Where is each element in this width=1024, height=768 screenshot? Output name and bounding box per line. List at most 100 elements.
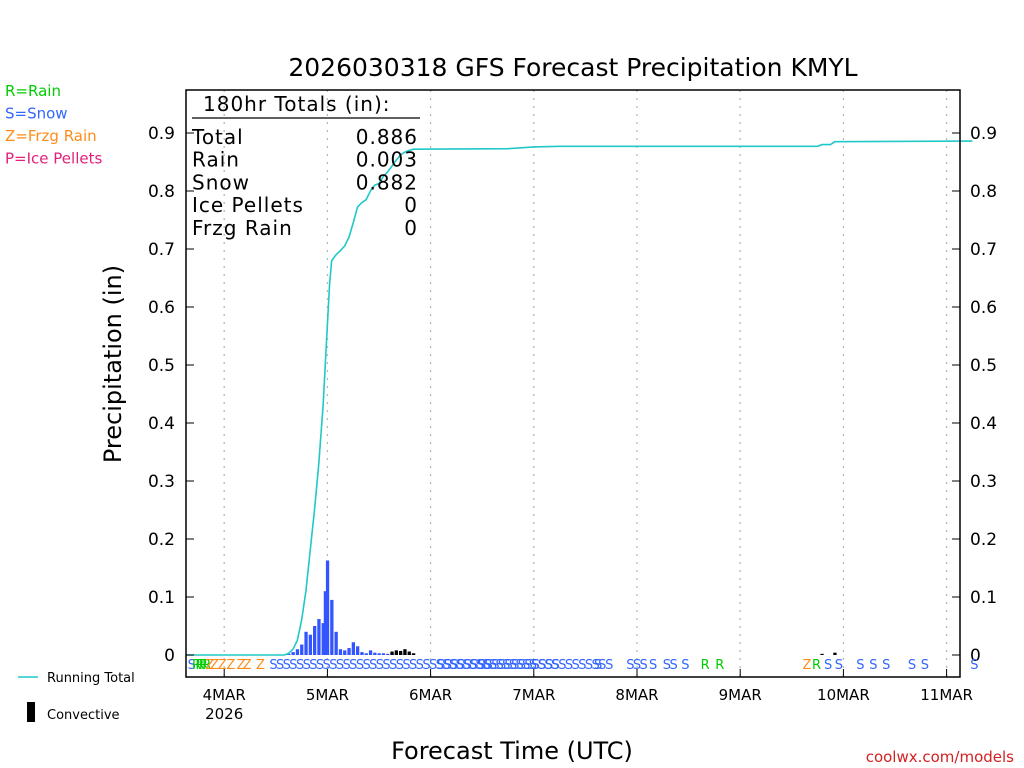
- precip-type-marker: SSSSSSSS: [437, 658, 492, 673]
- precip-type-marker: S: [921, 658, 929, 673]
- snow-bar: [364, 653, 368, 655]
- y-tick-label-right: 0.5: [970, 356, 997, 376]
- convective-bar: [390, 651, 394, 655]
- x-tick-label: 11MAR: [920, 686, 973, 704]
- series-legend: Running Total Convective: [18, 671, 135, 723]
- totals-heading: 180hr Totals (in):: [203, 92, 391, 116]
- precip-type-marker: R: [199, 658, 208, 673]
- snow-bar: [295, 649, 300, 655]
- precip-type-marker: SSSSSSSSSSSSSSSSSSSSSSSSSSSSSSSSSSSSSSSS: [269, 658, 536, 673]
- convective-bar: [833, 652, 837, 655]
- x-tick-label: 8MAR: [615, 686, 658, 704]
- snow-bar: [377, 653, 381, 655]
- convective-bar: [399, 650, 403, 655]
- running-total-line: [185, 140, 973, 656]
- precip-type-marker: SSSSSSSSSSS: [532, 658, 607, 673]
- precip-type-marker: R: [812, 658, 821, 673]
- precip-type-marker: S: [681, 658, 689, 673]
- totals-row-value: 0.003: [356, 148, 418, 172]
- precip-type-marker: R: [202, 658, 211, 673]
- snow-bar: [343, 650, 347, 655]
- precip-type-marker: S: [824, 658, 832, 673]
- snow-bar: [373, 652, 377, 655]
- totals-row-value: 0.886: [356, 125, 418, 149]
- convective-legend-swatch: [27, 702, 35, 722]
- precip-type-marker: S: [856, 658, 864, 673]
- y-tick-label-left: 0.1: [148, 588, 175, 608]
- y-tick-label-right: 0.1: [970, 588, 997, 608]
- snow-bar: [291, 652, 295, 655]
- line-series: [185, 140, 973, 656]
- totals-row-label: Total: [191, 125, 244, 149]
- totals-row-label: Ice Pellets: [192, 193, 304, 217]
- snow-bar: [351, 642, 355, 655]
- totals-row-label: Snow: [192, 170, 250, 194]
- snow-bar: [304, 631, 308, 655]
- y-axis-label: Precipitation (in): [99, 265, 127, 463]
- y-tick-label-right: 0.2: [970, 530, 997, 550]
- y-tick-label-left: 0.9: [148, 124, 175, 144]
- precip-type-marker: Z: [210, 658, 219, 673]
- x-tick-label: 10MAR: [817, 686, 870, 704]
- precip-type-legend-item: R=Rain: [5, 82, 61, 100]
- precip-type-marker: S: [605, 658, 613, 673]
- precip-type-marker: S: [594, 658, 602, 673]
- precip-type-marker: Z: [256, 658, 265, 673]
- running-total-legend-label: Running Total: [47, 671, 135, 686]
- snow-bar: [368, 650, 373, 655]
- y-tick-label-left: 0.8: [148, 182, 175, 202]
- snow-bar: [338, 649, 343, 655]
- y-tick-label-left: 0: [164, 646, 175, 666]
- snow-bar: [325, 560, 330, 655]
- precip-type-marker: S: [882, 658, 890, 673]
- precip-type-marker: SSSSSSSSSSSS: [478, 658, 559, 673]
- credit-text: coolwx.com/models: [866, 748, 1014, 766]
- snow-bar: [321, 623, 325, 655]
- precip-type-marker: S: [970, 658, 978, 673]
- convective-bar: [407, 651, 411, 655]
- y-tick-label-right: 0.7: [970, 240, 997, 260]
- y-tick-label-right: 0.6: [970, 298, 997, 318]
- x-tick-label: 4MAR: [203, 686, 246, 704]
- gridlines: [223, 90, 948, 677]
- precip-type-legend: R=Rain S=Snow Z=Frzg Rain P=Ice Pellets: [5, 82, 102, 168]
- convective-bar: [394, 650, 398, 655]
- bar-series: [287, 560, 837, 655]
- y-tick-label-right: 0.4: [970, 414, 997, 434]
- x-tick-label: 5MAR: [306, 686, 349, 704]
- snow-bar: [330, 599, 334, 655]
- y-tick-label-left: 0.3: [148, 472, 175, 492]
- snow-bar: [300, 644, 304, 655]
- snow-bar: [313, 626, 317, 655]
- totals-row-label: Frzg Rain: [192, 216, 293, 240]
- y-tick-label-left: 0.6: [148, 298, 175, 318]
- x-tick-label: 7MAR: [512, 686, 555, 704]
- totals-row-value: 0: [404, 216, 418, 240]
- precip-type-marker: Z: [243, 658, 252, 673]
- y-tick-label-left: 0.5: [148, 356, 175, 376]
- y-tick-label-left: 0.4: [148, 414, 175, 434]
- precip-type-marker: SS: [663, 658, 678, 673]
- precip-type-marker: Z: [205, 658, 214, 673]
- y-tick-label-right: 0: [970, 646, 981, 666]
- x-tick-label: 9MAR: [719, 686, 762, 704]
- snow-bar: [360, 652, 364, 655]
- totals-box: 180hr Totals (in): Total 0.886 Rain 0.003 Sn…: [191, 92, 420, 240]
- snow-bar: [323, 591, 328, 655]
- precip-type-marker: Z: [218, 658, 227, 673]
- precip-type-marker: R: [701, 658, 710, 673]
- precip-type-marker: R: [192, 658, 201, 673]
- precip-type-marker: S: [869, 658, 877, 673]
- x-tick-sublabel: 2026: [205, 705, 243, 723]
- snow-bar: [381, 653, 386, 655]
- convective-bar: [403, 649, 407, 655]
- precip-type-marker: SSS: [626, 658, 647, 673]
- precip-type-marker: S: [908, 658, 916, 673]
- totals-row-label: Rain: [192, 148, 240, 172]
- y-tick-label-right: 0.3: [970, 472, 997, 492]
- totals-row-value: 0.882: [356, 170, 418, 194]
- precip-type-legend-item: P=Ice Pellets: [5, 150, 102, 168]
